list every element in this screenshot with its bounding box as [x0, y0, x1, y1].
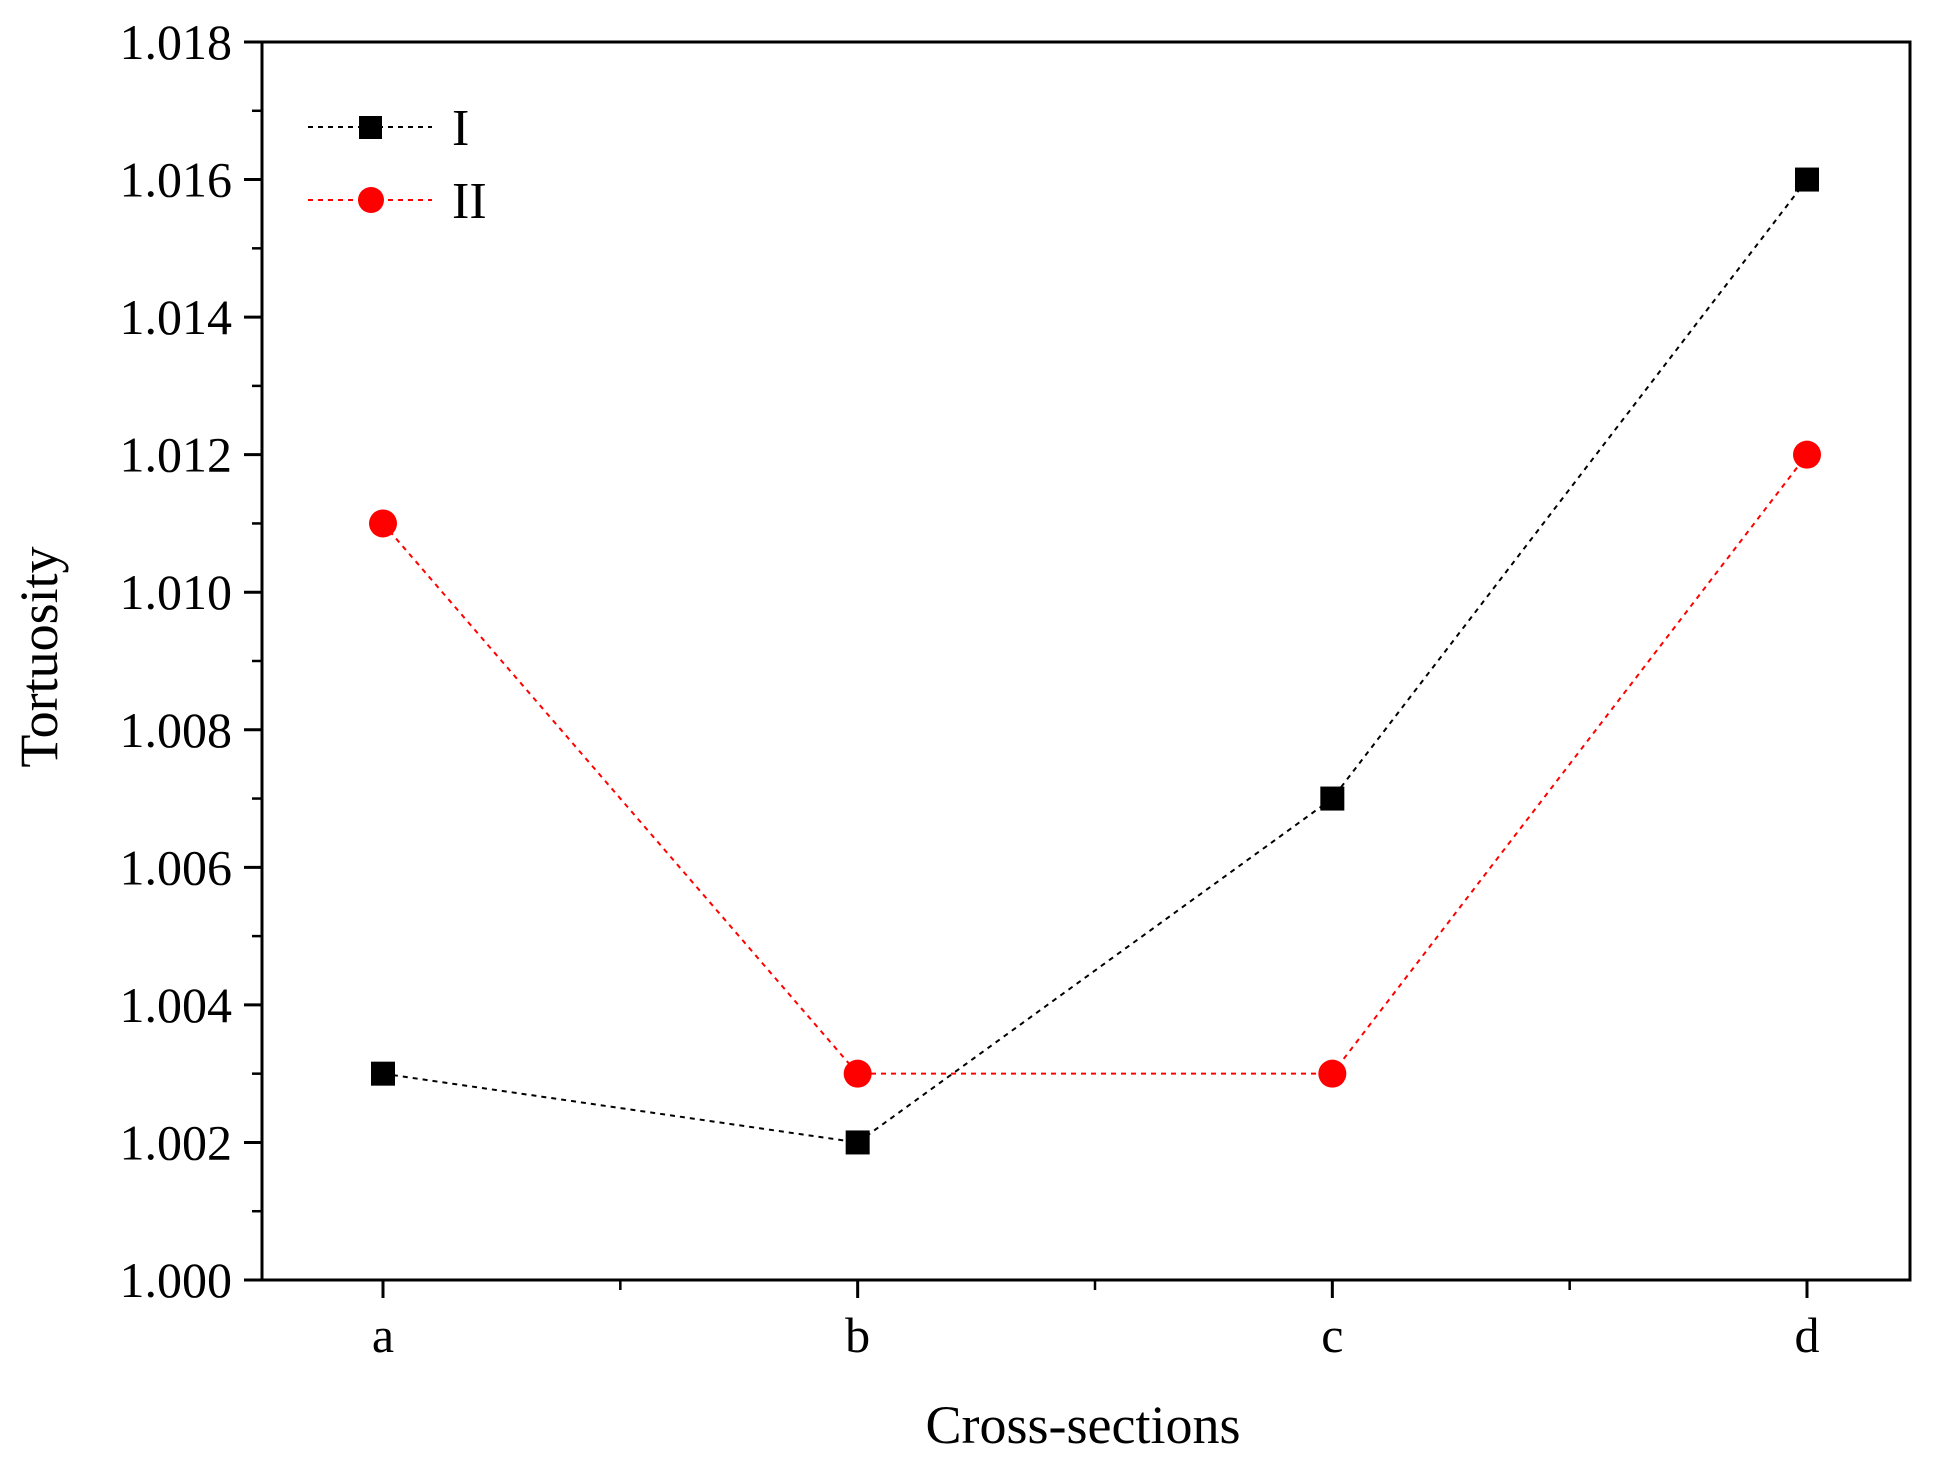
y-tick-label: 1.018 — [120, 14, 233, 70]
data-point-series-1 — [1320, 786, 1345, 811]
y-tick-label: 1.008 — [120, 702, 233, 758]
data-point-series-1 — [371, 1061, 395, 1086]
x-axis-title: Cross-sections — [926, 1395, 1241, 1455]
y-tick-label: 1.010 — [120, 564, 233, 620]
data-point-series-1 — [1795, 167, 1819, 192]
legend-marker-series-1 — [359, 116, 382, 139]
y-tick-label: 1.016 — [120, 152, 233, 208]
y-axis-title: Tortuosity — [9, 546, 69, 767]
y-tick-label: 1.004 — [120, 977, 233, 1033]
data-point-series-2 — [1793, 440, 1821, 469]
series-line-2 — [382, 454, 1808, 1075]
legend-marker-series-2 — [358, 187, 384, 213]
y-tick-label: 1.014 — [120, 289, 233, 345]
y-tick-label: 1.012 — [120, 427, 233, 483]
series-line-1 — [382, 178, 1808, 1144]
x-tick-label: c — [1321, 1307, 1343, 1363]
data-point-series-2 — [843, 1059, 872, 1088]
y-tick-label: 1.002 — [120, 1114, 233, 1170]
y-tick-label: 1.000 — [120, 1252, 233, 1308]
series-layer — [369, 167, 1821, 1155]
legend-label-series-2: II — [452, 173, 487, 230]
y-tick-label: 1.006 — [120, 839, 233, 895]
data-point-series-2 — [369, 509, 397, 538]
axes-layer: 1.000 1.002 1.004 1.006 1.008 1.010 1.012 1.014… — [120, 14, 1912, 1363]
legend: I II — [308, 100, 487, 230]
data-point-series-1 — [845, 1130, 870, 1155]
x-tick-label: a — [372, 1307, 394, 1363]
data-point-series-2 — [1318, 1059, 1347, 1088]
x-tick-label: b — [845, 1307, 870, 1363]
legend-label-series-1: I — [452, 100, 469, 157]
x-tick-label: d — [1795, 1307, 1820, 1363]
